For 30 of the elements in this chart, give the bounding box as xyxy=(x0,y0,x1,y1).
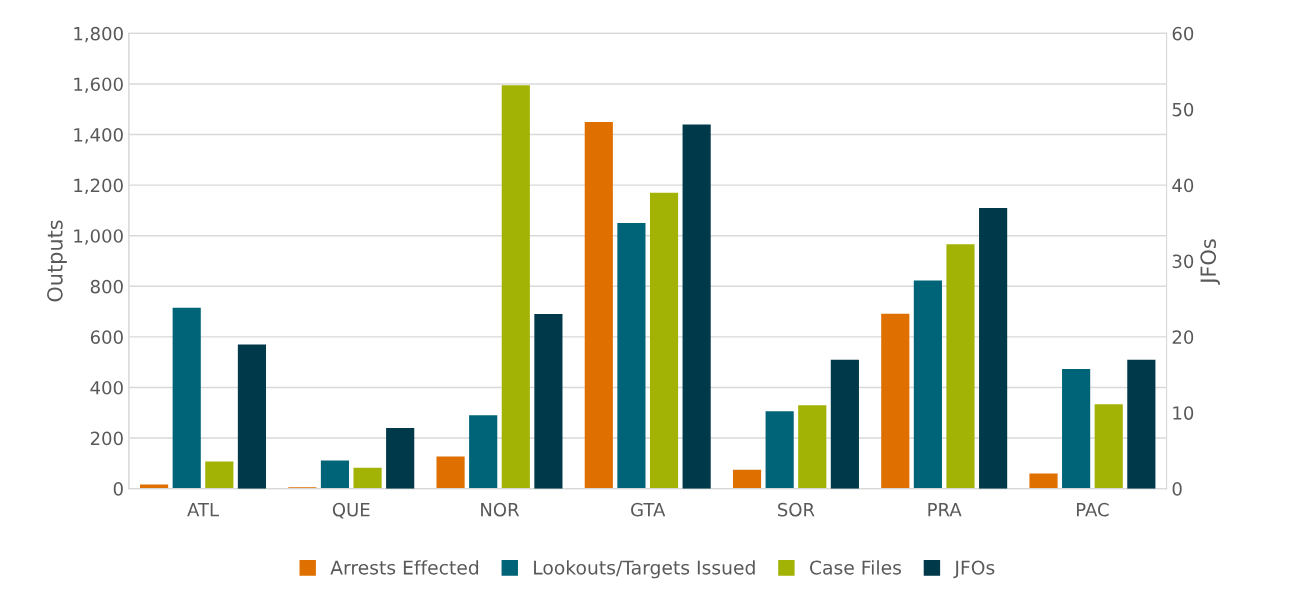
x-tick-label: NOR xyxy=(481,502,520,517)
y-tick-label: 1,200 xyxy=(74,178,123,195)
x-tick-label: ATL xyxy=(187,503,219,517)
y-tick-label: 0 xyxy=(113,482,123,496)
y2-tick-label: 60 xyxy=(1172,26,1194,41)
y2-tick-label: 0 xyxy=(1172,482,1182,496)
y2-tick-label: 30 xyxy=(1172,254,1194,269)
x-tick-label: PAC xyxy=(1077,502,1109,517)
legend-label: JFOs xyxy=(953,560,995,579)
x-tick-label: GTA xyxy=(631,502,666,517)
y-tick-label: 1,400 xyxy=(74,128,123,144)
legend-label: Case Files xyxy=(809,560,901,575)
y-tick-label: 800 xyxy=(90,279,123,294)
y-tick-label: 200 xyxy=(90,431,123,446)
x-tick-label: QUE xyxy=(332,502,370,519)
y-tick-label: 1,800 xyxy=(74,26,123,43)
y2-tick-label: 10 xyxy=(1173,406,1194,420)
y-tick-label: 1,000 xyxy=(74,229,123,245)
y2-tick-label: 20 xyxy=(1172,330,1194,344)
x-tick-label: PRA xyxy=(928,503,962,517)
y-tick-label: 1,600 xyxy=(74,77,123,93)
y-tick-label: 400 xyxy=(90,380,123,395)
legend-label: Lookouts/Targets Issued xyxy=(534,560,755,579)
y2-tick-label: 40 xyxy=(1172,178,1194,193)
legend-label: Arrests Effected xyxy=(330,560,479,575)
y2-axis-title: JFOs xyxy=(1200,239,1220,285)
y2-tick-label: 50 xyxy=(1172,102,1194,117)
x-tick-label: SOR xyxy=(778,502,815,517)
y-tick-label: 600 xyxy=(90,330,123,344)
y-axis-title: Outputs xyxy=(47,220,67,302)
